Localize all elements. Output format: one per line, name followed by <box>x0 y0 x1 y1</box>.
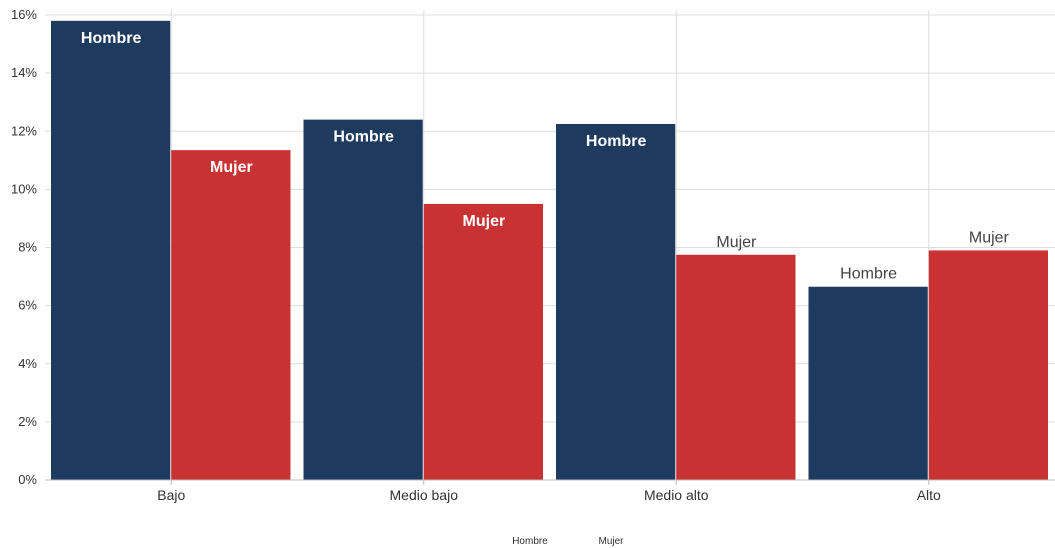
bar-hombre-medio-bajo[interactable] <box>303 119 423 480</box>
bar-hombre-alto[interactable] <box>808 286 928 480</box>
x-tick-label: Medio alto <box>644 487 709 503</box>
y-tick-label: 10% <box>11 181 37 196</box>
y-tick-label: 16% <box>11 7 37 22</box>
axes: 0% 2% 4% 6% 8% 10% 12% 14% 16% Bajo Medio bajo Medi… <box>11 7 1055 503</box>
bar-data-label: Hombre <box>840 266 897 283</box>
y-tick-label: 2% <box>18 414 37 429</box>
y-tick-label: 6% <box>18 298 37 313</box>
bar-hombre-bajo[interactable] <box>51 20 171 480</box>
bar-data-label: Mujer <box>969 229 1010 246</box>
bar-data-label: Hombre <box>81 30 142 47</box>
y-tick-label: 14% <box>11 65 37 80</box>
y-tick-label: 12% <box>11 123 37 138</box>
bar-data-label: Hombre <box>333 129 394 146</box>
x-tick-label: Bajo <box>157 487 185 503</box>
legend[interactable]: Hombre Mujer <box>512 536 624 547</box>
bar-mujer-bajo[interactable] <box>171 150 291 480</box>
legend-item-mujer[interactable]: Mujer <box>598 536 624 547</box>
bar-mujer-medio-bajo[interactable] <box>423 203 543 480</box>
bars: Hombre Hombre Hombre Hombre Mujer Mujer Mujer M… <box>51 20 1048 480</box>
bar-data-label: Hombre <box>586 133 647 150</box>
bar-data-label: Mujer <box>463 213 506 230</box>
x-tick-label: Alto <box>917 487 941 503</box>
y-tick-label: 0% <box>18 472 37 487</box>
bar-data-label: Mujer <box>210 159 253 176</box>
bar-hombre-medio-alto[interactable] <box>556 123 676 480</box>
y-tick-label: 8% <box>18 240 37 255</box>
y-tick-label: 4% <box>18 356 37 371</box>
legend-item-hombre[interactable]: Hombre <box>512 536 548 547</box>
bar-mujer-alto[interactable] <box>928 250 1048 480</box>
bar-mujer-medio-alto[interactable] <box>676 254 796 480</box>
x-tick-label: Medio bajo <box>390 487 459 503</box>
bar-data-label: Mujer <box>716 234 757 251</box>
